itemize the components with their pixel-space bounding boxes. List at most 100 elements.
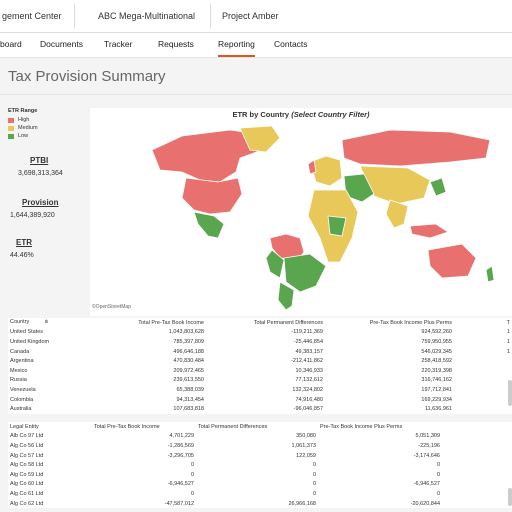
- col-legal-entity[interactable]: Legal Entity: [10, 423, 39, 430]
- col-ptbi-plus-perms[interactable]: Pre-Tax Book Income Plus Perms: [320, 423, 403, 430]
- table-cell: Mexico: [10, 367, 28, 374]
- table-cell: 107,683,818: [173, 406, 204, 413]
- table-row[interactable]: Alg Co 58 Ltd 0 0 0: [8, 460, 512, 470]
- scrollbar[interactable]: [508, 380, 512, 406]
- swatch-medium: [8, 125, 14, 131]
- table-row[interactable]: Alg Co 59 Ltd 0 0 0: [8, 470, 512, 480]
- table-row[interactable]: Alg Co 57 Ltd -3,296,705 122,059 -3,174,646: [8, 451, 512, 461]
- tab-dashboard[interactable]: board: [0, 39, 22, 49]
- country-usa[interactable]: [181, 177, 243, 215]
- col-truncated[interactable]: T: [506, 319, 510, 326]
- table-cell-spacer: [442, 489, 512, 499]
- col-total-ptbi[interactable]: Total Pre-Tax Book Income: [138, 319, 204, 326]
- legend-item-low[interactable]: Low: [8, 132, 38, 140]
- col-total-ptbi[interactable]: Total Pre-Tax Book Income: [94, 423, 160, 430]
- table-cell: 49,383,157: [295, 348, 323, 355]
- country-india[interactable]: [385, 199, 409, 229]
- table-cell: 77,132,612: [295, 377, 323, 384]
- etr-map[interactable]: ETR by Country (Select Country Filter) ©…: [90, 108, 512, 316]
- col-country[interactable]: Country ⩧: [10, 319, 49, 326]
- breadcrumb-client[interactable]: ABC Mega-Multinational: [98, 11, 196, 21]
- table-cell: -96,046,857: [293, 406, 323, 413]
- tab-documents[interactable]: Documents: [40, 39, 83, 49]
- table-cell: 0: [190, 471, 194, 478]
- country-uk[interactable]: [307, 159, 317, 175]
- col-ptbi-plus-perms[interactable]: Pre-Tax Book Income Plus Perms: [369, 319, 452, 326]
- table-cell: 0: [312, 462, 316, 469]
- table-cell-spacer: [442, 432, 512, 442]
- table-row[interactable]: Argentina 470,830,484 -212,411,862 258,418,…: [8, 356, 512, 366]
- table-cell: 1,043,803,628: [168, 329, 204, 336]
- country-australia[interactable]: [427, 243, 477, 279]
- country-indonesia[interactable]: [409, 223, 449, 239]
- breadcrumb-project[interactable]: Project Amber: [222, 11, 279, 21]
- swatch-low: [8, 133, 14, 139]
- table-cell: [454, 395, 512, 405]
- country-canada[interactable]: [151, 129, 263, 183]
- country-argentina[interactable]: [277, 281, 295, 310]
- table-cell: 258,418,592: [421, 358, 452, 365]
- tab-requests[interactable]: Requests: [158, 39, 194, 49]
- entity-table: Legal Entity Total Pre-Tax Book Income T…: [8, 422, 512, 509]
- table-row[interactable]: Alb Co 97 Ltd 4,701,229 350,080 5,051,309: [8, 432, 512, 442]
- world-map[interactable]: [90, 120, 512, 310]
- table-row[interactable]: Russia 239,613,550 77,132,612 316,746,162: [8, 376, 512, 386]
- col-total-perm[interactable]: Total Permanent Differences: [253, 319, 323, 326]
- country-china[interactable]: [359, 165, 431, 205]
- country-new-zealand[interactable]: [485, 265, 495, 283]
- table-row[interactable]: Mexico 209,972,465 10,346,933 220,319,398: [8, 366, 512, 376]
- tab-tracker[interactable]: Tracker: [104, 39, 133, 49]
- country-mexico[interactable]: [193, 211, 225, 239]
- col-total-perm[interactable]: Total Permanent Differences: [198, 423, 268, 430]
- table-cell: 197,712,841: [421, 386, 452, 393]
- table-cell: 220,319,398: [421, 367, 452, 374]
- legend-item-high[interactable]: High: [8, 116, 38, 124]
- divider: [74, 4, 75, 28]
- kpi-label: PTBI: [30, 156, 49, 165]
- table-cell: Alg Co 58 Ltd: [10, 462, 44, 469]
- table-cell: -225,196: [418, 442, 440, 449]
- table-cell: 94,313,454: [176, 396, 204, 403]
- table-cell: [454, 404, 512, 414]
- legend-item-medium[interactable]: Medium: [8, 124, 38, 132]
- kpi-label: ETR: [16, 238, 32, 247]
- table-row[interactable]: Alg Co 61 Ltd 0 0 0: [8, 489, 512, 499]
- country-central-africa[interactable]: [327, 215, 347, 237]
- table-row[interactable]: Venezuela 65,388,039 132,324,802 197,712,84…: [8, 385, 512, 395]
- table-cell: Alg Co 56 Ltd: [10, 442, 44, 449]
- table-row[interactable]: Alg Co 60 Ltd -6,946,527 0 -6,946,527: [8, 480, 512, 490]
- table-cell-spacer: [442, 460, 512, 470]
- country-europe[interactable]: [309, 155, 343, 187]
- table-row[interactable]: Alg Co 56 Ltd -1,286,569 1,061,373 -225,196: [8, 441, 512, 451]
- table-cell: 0: [436, 471, 440, 478]
- country-brazil[interactable]: [283, 253, 327, 293]
- table-cell: 0: [312, 471, 316, 478]
- table-row[interactable]: United States 1,043,803,628 -119,211,369 92…: [8, 328, 512, 338]
- table-cell: 122,059: [296, 452, 316, 459]
- tab-reporting[interactable]: Reporting: [218, 33, 255, 57]
- nav-tabs: board Documents Tracker Requests Reporti…: [0, 33, 512, 58]
- table-cell: Alg Co 62 Ltd: [10, 500, 44, 507]
- table-cell: 5,051,309: [415, 433, 440, 440]
- country-japan[interactable]: [429, 177, 447, 197]
- table-cell: Argentina: [10, 358, 34, 365]
- table-cell: 10,346,933: [295, 367, 323, 374]
- breadcrumb-management-center[interactable]: gement Center: [2, 11, 62, 21]
- table-cell: Alg Co 57 Ltd: [10, 452, 44, 459]
- scrollbar[interactable]: [508, 488, 512, 506]
- table-row[interactable]: Alg Co 62 Ltd -47,587,012 26,966,168 -20,62…: [8, 499, 512, 509]
- tab-contacts[interactable]: Contacts: [274, 39, 308, 49]
- country-table: Country ⩧ Total Pre-Tax Book Income Tota…: [8, 318, 512, 414]
- table-cell: -25,446,854: [293, 338, 323, 345]
- table-row[interactable]: United Kingdom 785,397,809 -25,446,854 759,…: [8, 337, 512, 347]
- table-header-row: Country ⩧ Total Pre-Tax Book Income Tota…: [8, 318, 512, 328]
- table-row[interactable]: Canada 496,646,188 49,383,157 546,029,345 1: [8, 347, 512, 357]
- table-row[interactable]: Colombia 94,313,454 74,916,480 169,229,934: [8, 395, 512, 405]
- country-greenland[interactable]: [239, 125, 281, 153]
- country-russia[interactable]: [341, 129, 491, 167]
- table-row[interactable]: Australia 107,683,818 -96,046,857 11,636,96…: [8, 404, 512, 414]
- filter-icon[interactable]: ⩧: [44, 319, 49, 326]
- map-title-main: ETR by Country: [232, 110, 290, 119]
- table-cell: 759,950,955: [421, 338, 452, 345]
- country-colombia[interactable]: [265, 249, 285, 279]
